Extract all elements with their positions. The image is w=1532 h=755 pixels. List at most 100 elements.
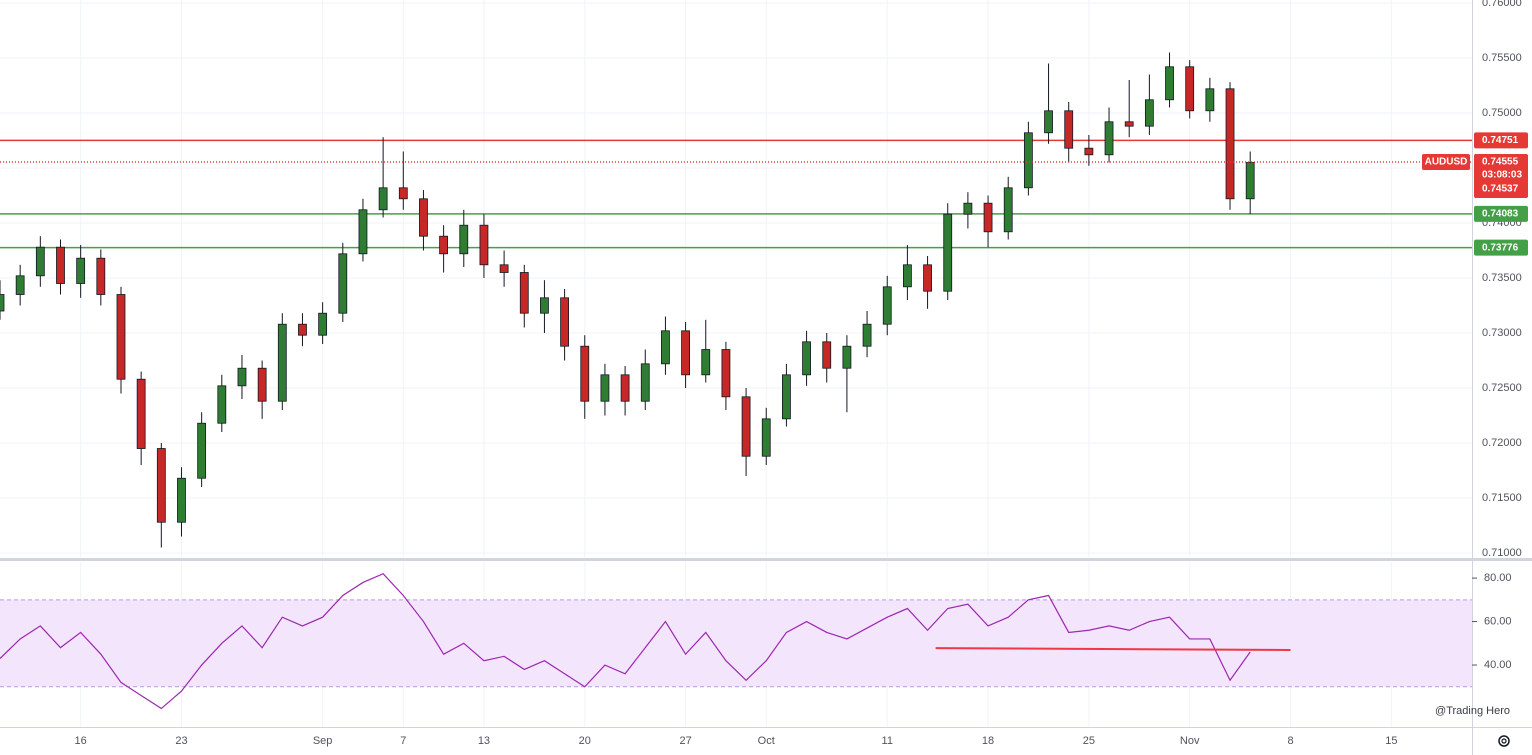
candle-body (943, 213, 953, 292)
candle-body (1003, 187, 1013, 233)
x-tick-label: 11 (882, 735, 893, 747)
candle-body (1064, 110, 1074, 149)
level-tag (1474, 132, 1528, 149)
x-tick-label: Sep (313, 735, 333, 747)
candle-body (0, 294, 5, 312)
level-label: 0.74751 (1482, 135, 1519, 146)
y-tick-label: 0.73000 (1482, 327, 1522, 339)
candle-body (681, 330, 690, 376)
level-label: 0.73776 (1482, 242, 1519, 253)
candle-body (338, 253, 348, 314)
candle-body (378, 187, 388, 211)
candle-body (15, 275, 25, 295)
x-tick-label: 25 (1083, 735, 1095, 747)
candle-body (519, 272, 529, 314)
rsi-band (0, 599, 1472, 687)
watermark: @Trading Hero (1435, 705, 1510, 717)
candle-body (862, 323, 872, 347)
gear[interactable] (1498, 735, 1510, 747)
candle-body (116, 294, 126, 380)
candle-body (1044, 110, 1053, 134)
candle-body (640, 363, 650, 402)
candle-body (963, 202, 973, 215)
x-tick-label: 7 (400, 735, 406, 747)
rsi-tick-label: 60.00 (1484, 615, 1512, 627)
candle-body (398, 187, 408, 200)
countdown-label: 03:08:03 (1482, 170, 1522, 181)
bid-price-label: 0.74537 (1482, 184, 1519, 195)
candle-body (358, 209, 368, 255)
settings-icon[interactable] (1498, 735, 1510, 747)
candle-body (721, 349, 731, 398)
gear-hub[interactable] (1501, 738, 1507, 744)
x-tick-label: 13 (478, 735, 490, 747)
candle-body (1084, 147, 1094, 156)
candle-body (35, 246, 45, 277)
level-tag (1474, 239, 1528, 256)
candle-body (419, 198, 428, 237)
symbol-label: AUDUSD (1425, 157, 1468, 168)
x-tick-label: 16 (75, 735, 87, 747)
candle-body (761, 418, 771, 457)
candle-body (580, 345, 590, 402)
candle-body (600, 374, 610, 402)
candle-body (661, 330, 670, 365)
candle-body (620, 374, 630, 402)
candle-body (701, 349, 711, 376)
rsi-tick-label: 80.00 (1484, 572, 1512, 584)
candle-body (56, 246, 65, 284)
y-tick-label: 0.75500 (1482, 52, 1522, 64)
x-tick-label: Oct (758, 735, 775, 747)
candle-body (540, 297, 549, 314)
y-tick-label: 0.71000 (1482, 547, 1522, 559)
rsi-line (0, 573, 1251, 710)
candle-body (76, 257, 86, 284)
candle-body (1104, 121, 1114, 156)
last-price-label: 0.74555 (1482, 157, 1519, 168)
candle-body (782, 374, 791, 420)
candle-body (822, 341, 832, 369)
candle-body (1225, 88, 1235, 200)
candle-body (459, 224, 469, 255)
candle-body (741, 396, 751, 457)
candle-body (197, 422, 207, 479)
candle-body (217, 385, 227, 424)
x-tick-label: 27 (679, 735, 691, 747)
level-tag (1474, 205, 1528, 222)
y-tick-label: 0.72000 (1482, 437, 1522, 449)
candle-body (177, 477, 186, 523)
candle-body (802, 341, 811, 376)
candle-body (499, 264, 509, 273)
y-tick-label: 0.75000 (1482, 107, 1522, 119)
x-tick-label: 23 (175, 735, 187, 747)
y-tick-label: 0.72500 (1482, 382, 1522, 394)
x-tick-label: 8 (1287, 735, 1293, 747)
candle-body (156, 448, 166, 523)
price-tag (1474, 153, 1528, 198)
symbol-tag (1422, 153, 1470, 170)
candle-body (1165, 66, 1174, 101)
level-label: 0.74083 (1482, 209, 1519, 220)
x-tick-label: 15 (1385, 735, 1397, 747)
candle-body (1185, 66, 1195, 112)
rsi-tick-label: 40.00 (1484, 659, 1512, 671)
rsi-trendline (935, 647, 1291, 652)
candle-body (277, 323, 287, 402)
y-tick-label: 0.76000 (1482, 0, 1522, 9)
candle-body (1023, 132, 1033, 189)
candle-body (923, 264, 932, 292)
candle-body (882, 286, 892, 325)
candle-body (842, 345, 852, 369)
candle-body (1205, 88, 1215, 112)
candle-body (237, 367, 247, 387)
candle-body (298, 323, 307, 336)
candle-body (560, 297, 570, 347)
candle-body (902, 264, 912, 288)
candle-body (479, 224, 489, 266)
candle-body (96, 257, 106, 295)
candle-body (318, 312, 328, 336)
candle-body (257, 367, 267, 402)
candle-body (1245, 162, 1255, 200)
